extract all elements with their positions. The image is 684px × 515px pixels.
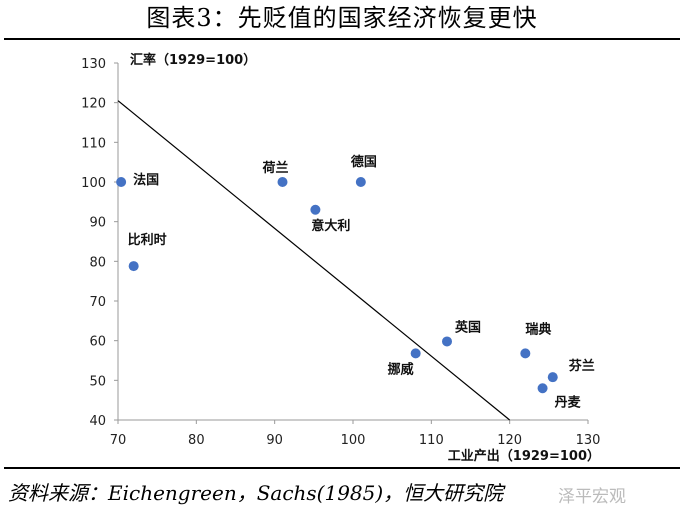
y-tick-label: 100 [81,176,106,191]
y-tick-label: 50 [89,374,106,389]
data-point [310,204,321,215]
y-tick-label: 120 [81,97,106,112]
data-label: 挪威 [388,361,414,377]
y-tick-label: 90 [89,216,106,231]
watermark: 泽平宏观 [558,487,626,507]
x-tick-label: 130 [576,433,601,448]
data-label: 法国 [133,172,159,188]
x-tick-label: 120 [497,433,522,448]
x-tick-label: 90 [266,433,283,448]
x-tick-label: 100 [341,433,366,448]
trendline-group [117,100,511,421]
axes: 40 50 60 70 80 90 100 110 120 130 70 80 90 100 110 120 1… [81,57,600,448]
data-label: 英国 [454,319,481,335]
scatter-chart: 40 50 60 70 80 90 100 110 120 130 70 80 90 100 110 120 1… [81,52,600,464]
y-tick-label: 60 [89,335,106,350]
source-note: 资料来源：Eichengreen，Sachs(1985)，恒大研究院 [8,481,504,505]
data-label: 比利时 [128,232,167,248]
x-tick-label: 70 [110,433,127,448]
x-tick-label: 110 [419,433,444,448]
data-label: 意大利 [311,218,350,234]
bottom-rule [4,467,680,469]
data-point [442,336,452,347]
data-point [128,261,139,272]
data-point [520,348,531,359]
y-axis-label: 汇率（1929=100） [130,52,256,68]
data-label: 荷兰 [262,160,289,176]
y-tick-label: 80 [89,255,106,270]
data-points [116,177,558,394]
data-point [547,372,558,383]
y-tick-label: 70 [89,295,106,310]
data-point [355,177,366,187]
x-tick-label: 80 [188,433,205,448]
data-point [410,348,421,359]
x-axis-label: 工业产出（1929=100） [448,448,600,464]
data-label: 芬兰 [568,358,595,374]
y-tick-label: 40 [89,414,106,429]
data-label: 丹麦 [555,394,582,410]
data-point [116,177,127,187]
top-rule [4,38,680,40]
data-label: 德国 [351,154,377,170]
y-tick-label: 130 [81,57,106,72]
data-point [537,383,548,394]
data-label: 瑞典 [525,321,551,337]
figure-title: 图表3：先贬值的国家经济恢复更快 [146,4,538,32]
data-point [277,177,288,187]
y-tick-label: 110 [81,136,106,151]
trendline [117,100,511,421]
